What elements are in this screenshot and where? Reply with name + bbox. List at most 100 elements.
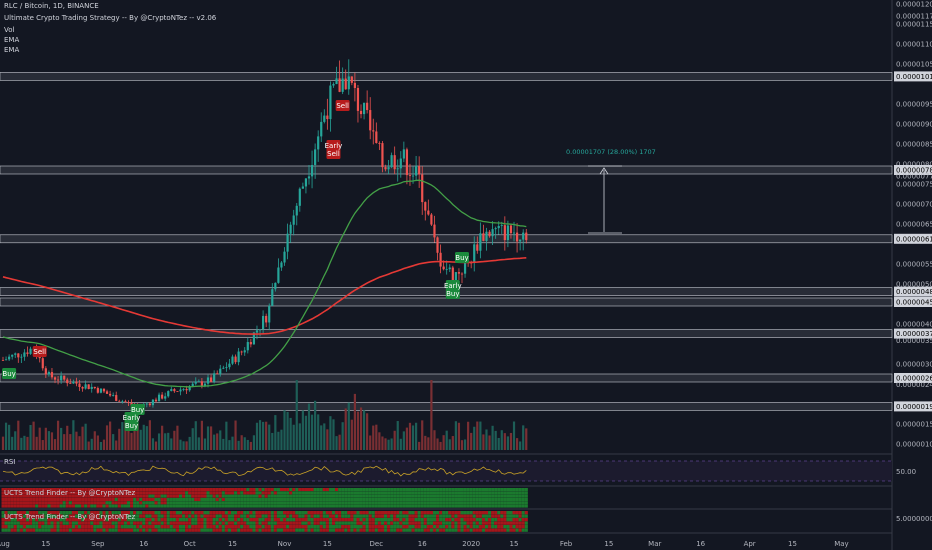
trend-cell — [515, 514, 519, 518]
trend-cell — [126, 504, 131, 508]
trend-cell — [521, 488, 525, 492]
trend-cell — [142, 488, 146, 492]
volume-bar — [26, 436, 29, 450]
trend-cell — [518, 501, 522, 505]
volume-bar — [258, 420, 262, 450]
trend-cell — [81, 488, 85, 492]
trend-cell — [454, 494, 458, 498]
trend-cell — [310, 504, 314, 508]
trend-cell — [172, 488, 176, 492]
trend-cell — [10, 488, 14, 492]
candle-body — [491, 229, 494, 237]
candle-body — [277, 267, 280, 283]
candle-body — [44, 368, 47, 375]
trend-cell — [126, 501, 131, 505]
trend-cell — [515, 528, 519, 532]
trend-cell — [81, 497, 85, 501]
trend-cell — [335, 494, 339, 498]
trend-cell — [273, 518, 277, 522]
trend-cell — [203, 521, 207, 525]
trend-cell — [359, 521, 363, 525]
trend-cell — [50, 488, 54, 492]
trend-cell — [160, 488, 164, 492]
price-axis[interactable]: 0.000012000.000011700.000011500.00001100… — [893, 0, 932, 550]
trend-cell — [16, 491, 20, 495]
trend-cell — [261, 504, 265, 508]
trend-cell — [436, 504, 440, 508]
trend-cell — [344, 511, 348, 515]
trend-cell — [209, 504, 213, 508]
candle-body — [151, 399, 155, 406]
trend-cell — [335, 518, 339, 522]
trend-cell — [90, 488, 94, 492]
trend-cell — [218, 494, 222, 498]
trend-cell — [243, 514, 247, 518]
trend-cell — [521, 525, 525, 529]
trend-cell — [47, 511, 51, 515]
candle-body — [460, 273, 464, 275]
trend-cell — [331, 504, 336, 508]
trend-cell — [123, 497, 127, 501]
trend-cell — [13, 497, 17, 501]
trend-cell — [7, 494, 11, 498]
trend-cell — [371, 501, 375, 505]
trend-cell — [411, 497, 415, 501]
trend-cell — [178, 525, 183, 529]
candle-body — [326, 115, 329, 120]
volume-bar — [66, 425, 69, 450]
candle-body — [301, 186, 304, 189]
volume-bar — [329, 416, 332, 450]
trend-cell — [283, 494, 287, 498]
candle-body — [433, 224, 436, 238]
trend-cell — [484, 521, 489, 525]
trend-cell — [264, 491, 268, 495]
trend-cell — [448, 518, 452, 522]
trend-cell — [457, 514, 461, 518]
trend-cell — [148, 518, 152, 522]
trend-cell — [509, 528, 513, 532]
trend-cell — [481, 494, 486, 498]
price-tag: 0.00000194 — [896, 403, 932, 411]
trend-cell — [399, 494, 403, 498]
trend-cell — [267, 488, 271, 492]
trend-cell — [166, 488, 170, 492]
trend-cell — [408, 504, 412, 508]
trend-cell — [466, 501, 470, 505]
trend-cell — [35, 525, 39, 529]
trend-cell — [426, 514, 430, 518]
time-axis[interactable]: Aug15Sep16Oct15Nov15Dec16202015Feb15Mar1… — [0, 540, 849, 548]
trend-cell — [206, 528, 210, 532]
trend-cell — [240, 511, 244, 515]
trend-cell — [237, 504, 241, 508]
trend-cell — [423, 518, 427, 522]
trend-cell — [515, 491, 519, 495]
trend-cell — [279, 494, 284, 498]
trend-cell — [108, 518, 112, 522]
trend-cell — [166, 494, 170, 498]
trend-cell — [200, 488, 204, 492]
trend-cell — [227, 511, 232, 515]
trend-cell — [172, 525, 176, 529]
trend-cell — [481, 491, 486, 495]
trend-cell — [457, 488, 461, 492]
trend-cell — [22, 501, 27, 505]
trend-cell — [335, 497, 339, 501]
trend-cell — [307, 494, 311, 498]
trend-cell — [460, 528, 464, 532]
trend-cell — [200, 501, 204, 505]
signal-label: Early — [123, 414, 141, 422]
trend-cell — [35, 501, 39, 505]
trend-cell — [390, 528, 394, 532]
trend-cell — [87, 504, 91, 508]
trend-cell — [390, 501, 394, 505]
trend-cell — [22, 497, 27, 501]
trend-cell — [105, 497, 109, 501]
candle-body — [387, 167, 390, 170]
trend-cell — [423, 494, 427, 498]
trend-cell — [74, 525, 79, 529]
candle-body — [485, 231, 488, 241]
trend-cell — [243, 504, 247, 508]
